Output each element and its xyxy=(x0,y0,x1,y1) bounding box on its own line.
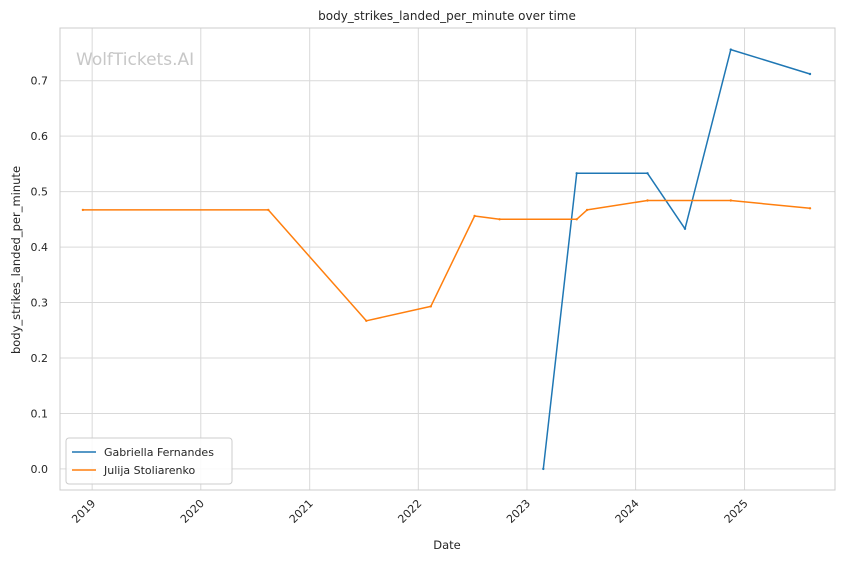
watermark: WolfTickets.AI xyxy=(76,50,194,70)
data-point xyxy=(498,218,501,221)
x-tick-label: 2025 xyxy=(722,497,751,526)
data-point xyxy=(585,208,589,212)
data-point xyxy=(646,199,649,202)
legend: Gabriella Fernandes Julija Stoliarenko xyxy=(65,437,233,485)
y-tick-label: 0.5 xyxy=(31,186,49,199)
series-layer xyxy=(81,48,812,471)
data-point xyxy=(429,305,432,308)
legend-box xyxy=(65,437,233,485)
data-point xyxy=(542,467,545,471)
x-tick-label: 2020 xyxy=(178,497,207,526)
y-tick-label: 0.4 xyxy=(31,241,49,254)
data-point xyxy=(729,199,732,202)
y-tick-label: 0.1 xyxy=(31,407,49,420)
y-tick-label: 0.7 xyxy=(31,75,49,88)
data-point xyxy=(575,218,578,221)
x-tick-labels: 2019 2020 2021 2022 2023 2024 2025 xyxy=(69,497,750,526)
data-point xyxy=(365,319,368,322)
y-tick-labels: 0.0 0.1 0.2 0.3 0.4 0.5 0.6 0.7 xyxy=(31,75,49,476)
x-tick-label: 2024 xyxy=(613,497,642,526)
data-point xyxy=(683,227,687,230)
data-point xyxy=(81,208,85,212)
data-point xyxy=(808,72,812,76)
y-tick-label: 0.3 xyxy=(31,297,49,310)
data-point xyxy=(808,207,812,210)
plot-frame xyxy=(59,27,836,491)
y-tick-label: 0.0 xyxy=(31,463,49,476)
x-tick-label: 2021 xyxy=(287,497,316,526)
data-point xyxy=(575,172,578,175)
y-tick-label: 0.6 xyxy=(31,130,49,143)
x-tick-label: 2023 xyxy=(504,497,533,526)
x-tick-label: 2019 xyxy=(69,497,98,526)
data-point xyxy=(267,208,270,212)
y-tick-label: 0.2 xyxy=(31,352,49,365)
chart-title: body_strikes_landed_per_minute over time xyxy=(318,9,576,23)
y-axis-label: body_strikes_landed_per_minute xyxy=(9,166,23,354)
x-tick-label: 2022 xyxy=(395,497,424,526)
legend-label: Julija Stoliarenko xyxy=(103,464,195,477)
x-axis-label: Date xyxy=(433,538,461,552)
data-point xyxy=(729,48,732,51)
legend-label: Gabriella Fernandes xyxy=(104,446,214,459)
data-point xyxy=(473,214,476,218)
data-point xyxy=(646,172,649,175)
